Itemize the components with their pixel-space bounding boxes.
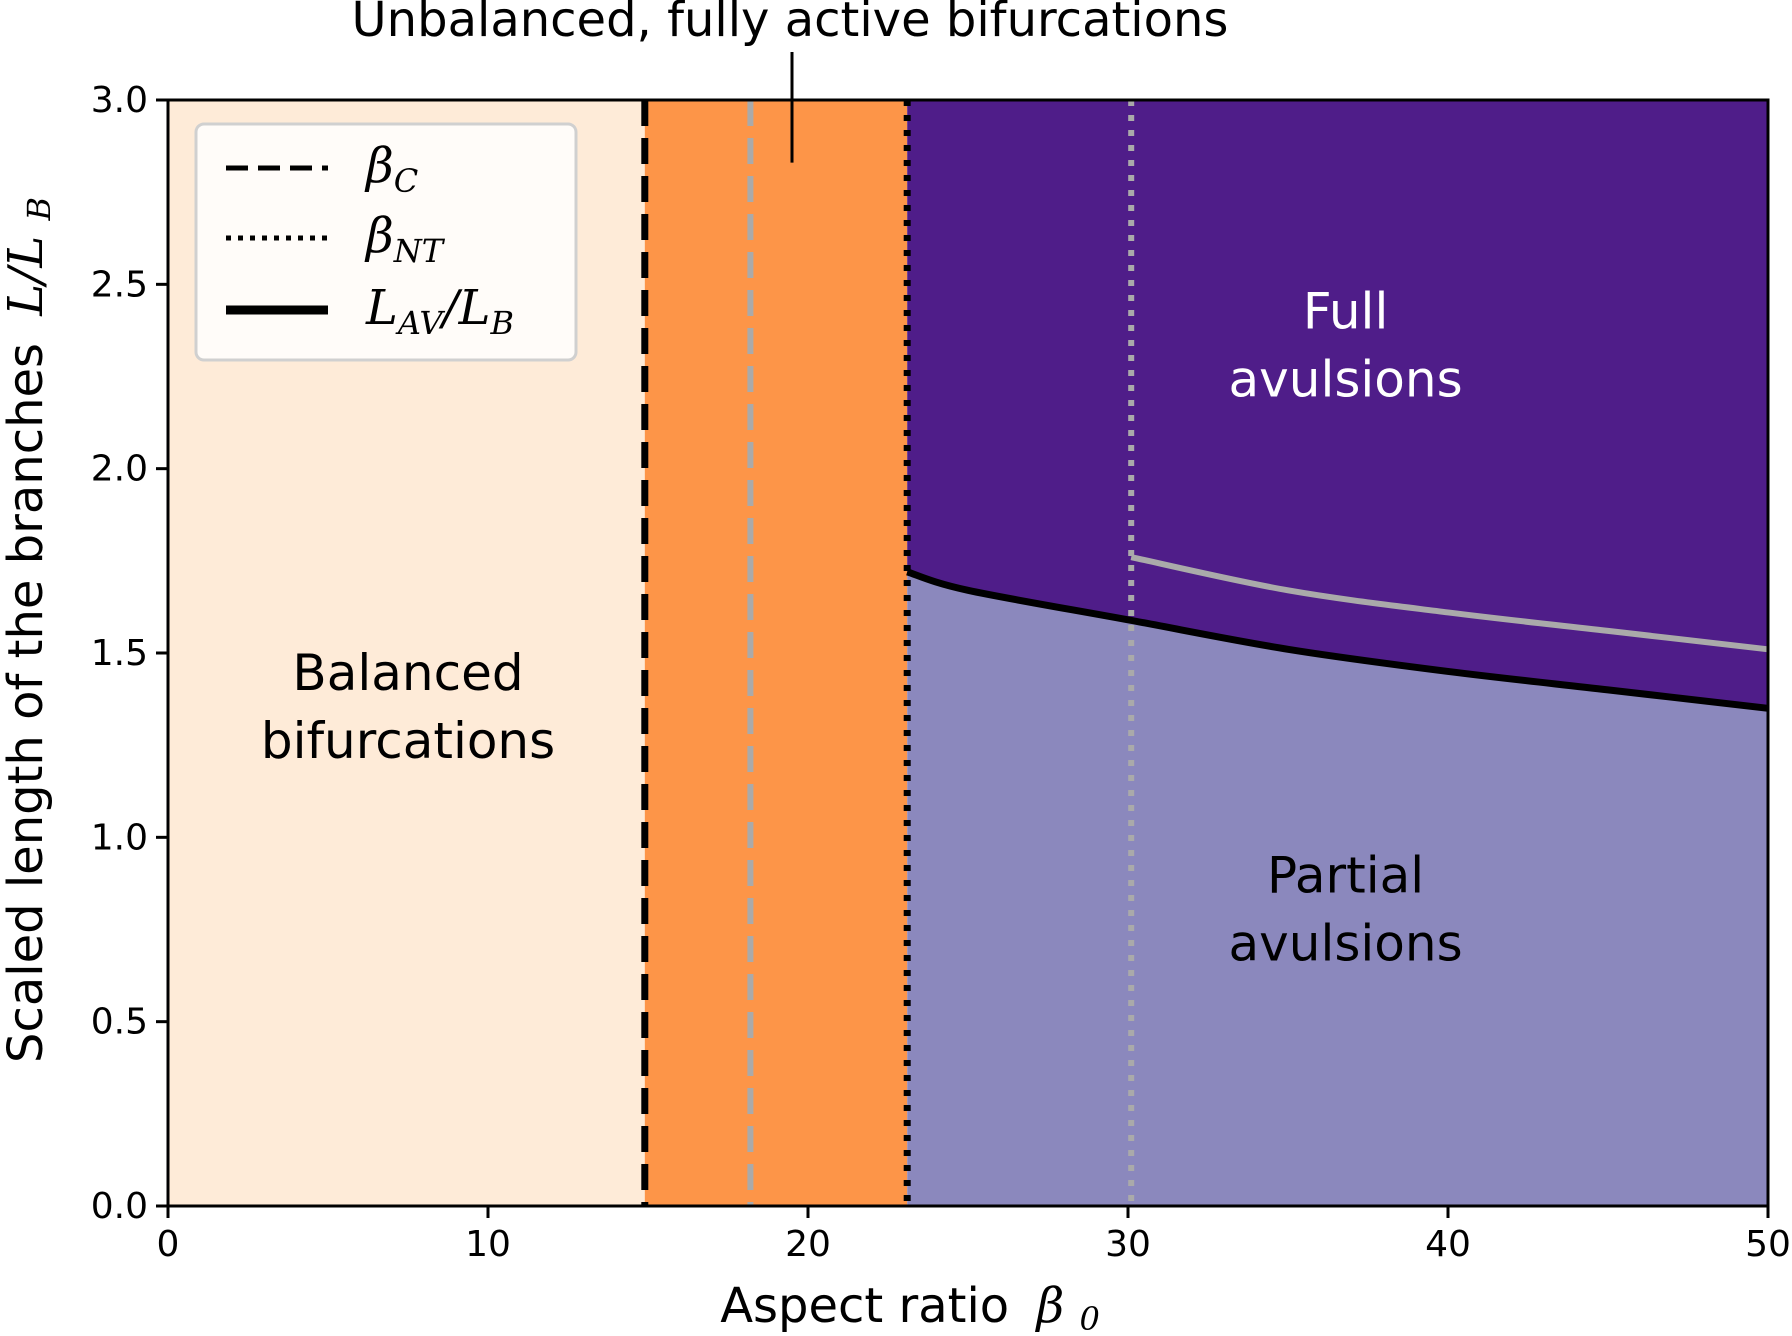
y-axis-label: Scaled length of the branches [0, 343, 54, 1063]
y-tick-label-5: 2.5 [91, 264, 148, 305]
legend-label-2: LAV/LB [365, 280, 514, 342]
x-tick-label-1: 10 [465, 1224, 511, 1265]
region-label-partial-line-1: avulsions [1229, 915, 1463, 973]
y-tick-label-3: 1.5 [91, 633, 148, 674]
region-unbalanced [644, 100, 908, 1206]
y-tick-label-2: 1.0 [91, 817, 148, 858]
legend-subscript-0: C [394, 162, 418, 200]
x-axis-title: Aspect ratio β 0 [720, 1278, 1100, 1336]
x-tick-label-0: 0 [157, 1224, 180, 1265]
x-tick-label-2: 20 [785, 1224, 831, 1265]
region-label-partial: Partial avulsions [1229, 847, 1463, 973]
region-label-balanced: Balanced bifurcations [261, 644, 555, 770]
region-label-full-line-0: Full [1303, 283, 1389, 341]
y-axis-subscript: B [20, 197, 58, 222]
y-tick-label-1: 0.5 [91, 1002, 148, 1043]
y-tick-label-0: 0.0 [91, 1186, 148, 1227]
x-axis-subscript: 0 [1079, 1300, 1099, 1336]
chart-title: Unbalanced, fully active bifurcations [352, 0, 1229, 48]
region-label-full: Full avulsions [1229, 283, 1463, 409]
x-axis-symbol: β [1034, 1278, 1064, 1334]
region-partial-avulsions [907, 571, 1768, 1206]
legend-label-1: βNT [364, 208, 446, 270]
region-label-full-line-1: avulsions [1229, 351, 1463, 409]
legend-symbol-0: β [364, 138, 394, 194]
axes-layer: 0 10 20 30 40 50 0.0 0.5 1.0 1.5 2.0 2.5 3.0 [91, 80, 1791, 1265]
legend-symbol-2: L [365, 280, 398, 336]
legend-label-0: βC [364, 138, 418, 200]
x-tick-label-5: 50 [1745, 1224, 1791, 1265]
legend-subscript-1: NT [393, 232, 446, 270]
legend-tail-subscript-2: B [490, 304, 515, 342]
y-tick-label-6: 3.0 [91, 80, 148, 121]
curve-gray [1130, 554, 1769, 653]
x-axis-label: Aspect ratio [720, 1278, 1009, 1334]
y-axis-title: Scaled length of the branches L/L B [0, 197, 58, 1063]
region-label-partial-line-0: Partial [1267, 847, 1424, 905]
region-full-avulsions [907, 100, 1768, 709]
legend-subscript-2: AV [395, 304, 446, 342]
lines-layer [641, 52, 1769, 1206]
y-axis-symbol: L/L [0, 236, 54, 317]
region-label-balanced-line-0: Balanced [292, 644, 523, 702]
legend-symbol-1: β [364, 208, 394, 264]
x-tick-label-4: 40 [1425, 1224, 1471, 1265]
x-tick-label-3: 30 [1105, 1224, 1151, 1265]
legend-box [194, 122, 578, 362]
region-label-balanced-line-1: bifurcations [261, 712, 555, 770]
curve-lav-lb [906, 568, 1769, 712]
legend-tail-2: /L [439, 280, 491, 336]
y-tick-label-4: 2.0 [91, 449, 148, 490]
